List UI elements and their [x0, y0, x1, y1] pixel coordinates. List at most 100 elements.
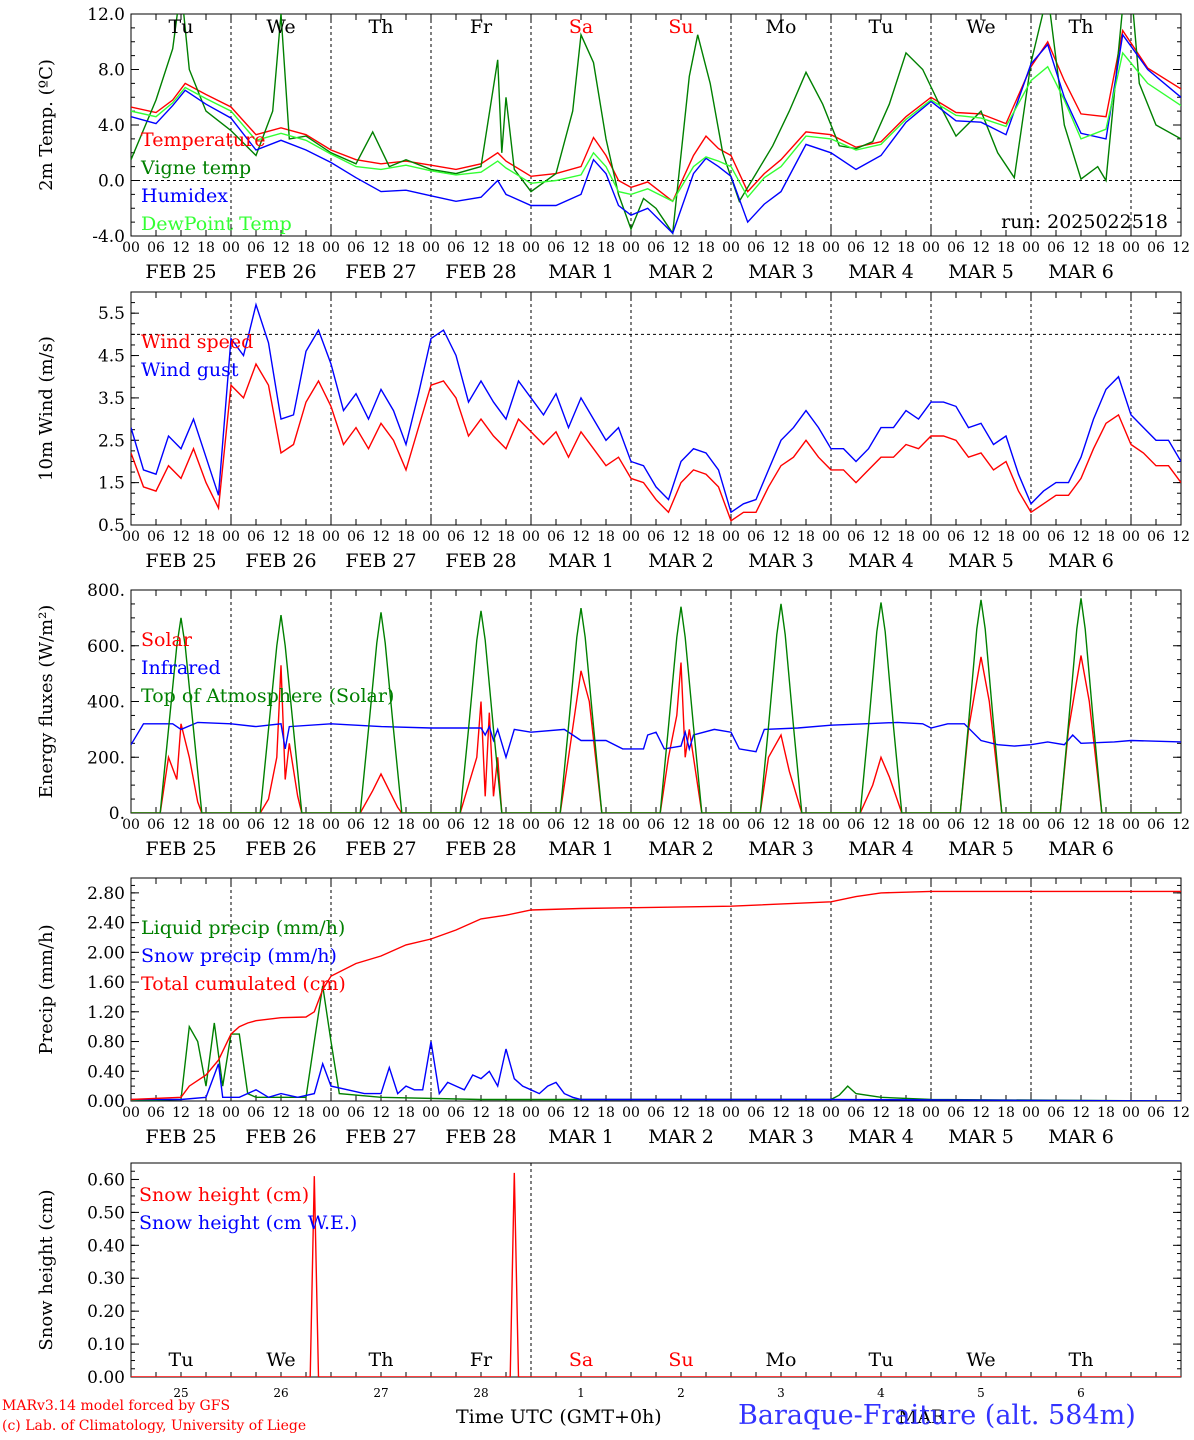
- hour-tick-label: 06: [1147, 529, 1165, 545]
- date-label: FEB 28: [445, 1126, 516, 1148]
- date-label: MAR 3: [748, 1126, 814, 1148]
- hour-tick-label: 18: [897, 529, 915, 545]
- hour-tick-label: 18: [497, 529, 515, 545]
- date-label: MAR 4: [848, 1126, 914, 1148]
- series-line-solar: [131, 655, 1181, 813]
- hour-tick-label: 00: [122, 817, 140, 833]
- date-label: FEB 26: [245, 1126, 316, 1148]
- hour-tick-label: 00: [722, 817, 740, 833]
- lab-credit: (c) Lab. of Climatology, University of L…: [2, 1418, 307, 1434]
- day-name: Tu: [169, 1349, 194, 1371]
- y-tick-label: 800.: [87, 581, 125, 601]
- hour-tick-label: 00: [522, 1105, 540, 1121]
- series-line-temperature: [131, 28, 1181, 203]
- hour-tick-label: 12: [972, 240, 990, 256]
- hour-tick-label: 06: [1147, 817, 1165, 833]
- y-tick-label: -4.0: [92, 227, 125, 247]
- hour-tick-label: 00: [122, 1105, 140, 1121]
- day-name: Tu: [869, 16, 894, 38]
- hour-tick-label: 00: [1022, 240, 1040, 256]
- hour-tick-label: 00: [722, 529, 740, 545]
- day-name: Th: [1069, 16, 1094, 38]
- hour-tick-label: 12: [672, 1105, 690, 1121]
- y-tick-label: 0.5: [98, 516, 125, 536]
- hour-tick-label: 00: [722, 1105, 740, 1121]
- y-tick-label: 2.00: [87, 943, 125, 963]
- day-name: We: [966, 1349, 995, 1371]
- day-name: We: [266, 1349, 295, 1371]
- hour-tick-label: 00: [822, 817, 840, 833]
- y-tick-label: 0.10: [87, 1335, 125, 1355]
- y-axis-label: Snow height (cm): [36, 1189, 57, 1350]
- date-label: MAR 6: [1048, 838, 1114, 860]
- hour-tick-label: 00: [222, 529, 240, 545]
- hour-tick-label: 12: [972, 529, 990, 545]
- date-label: FEB 25: [145, 261, 216, 283]
- legend-entry: Snow height (cm): [139, 1184, 309, 1206]
- y-axis-label: Energy fluxes (W/m²): [36, 605, 57, 799]
- date-label: FEB 25: [145, 838, 216, 860]
- y-axis-label: Precip (mm/h): [36, 924, 57, 1054]
- series-line-snow-height-cm-: [131, 1172, 1181, 1377]
- hour-tick-label: 18: [897, 817, 915, 833]
- hour-tick-label: 06: [1047, 1105, 1065, 1121]
- date-label: MAR 4: [848, 550, 914, 572]
- date-label: MAR 5: [948, 1126, 1014, 1148]
- hour-tick-label: 00: [1022, 817, 1040, 833]
- day-number-label: 3: [777, 1386, 785, 1400]
- hour-tick-label: 12: [372, 1105, 390, 1121]
- hour-tick-label: 00: [1122, 817, 1140, 833]
- date-label: MAR 1: [548, 1126, 614, 1148]
- hour-tick-label: 12: [1172, 817, 1190, 833]
- hour-tick-label: 06: [1147, 240, 1165, 256]
- hour-tick-label: 06: [647, 529, 665, 545]
- hour-tick-label: 00: [922, 529, 940, 545]
- hour-tick-label: 00: [922, 240, 940, 256]
- hour-tick-label: 00: [522, 240, 540, 256]
- day-number-label: 28: [473, 1386, 488, 1400]
- plot-frame: [130, 291, 1182, 526]
- date-label: FEB 27: [345, 550, 416, 572]
- legend-entry: Total cumulated (cm): [141, 973, 346, 995]
- day-name: Fr: [470, 16, 493, 38]
- series-line-dewpoint-temp: [131, 51, 1181, 203]
- hour-tick-label: 12: [372, 529, 390, 545]
- hour-tick-label: 12: [472, 240, 490, 256]
- hour-tick-label: 00: [222, 1105, 240, 1121]
- station-name: Baraque-Fraiture (alt. 584m): [738, 1400, 1136, 1431]
- hour-tick-label: 06: [947, 1105, 965, 1121]
- hour-tick-label: 00: [122, 240, 140, 256]
- hour-tick-label: 00: [222, 817, 240, 833]
- hour-tick-label: 18: [997, 817, 1015, 833]
- hour-tick-label: 12: [772, 817, 790, 833]
- hour-tick-label: 00: [922, 817, 940, 833]
- hour-tick-label: 06: [147, 1105, 165, 1121]
- hour-tick-label: 18: [1097, 529, 1115, 545]
- hour-tick-label: 06: [547, 240, 565, 256]
- hour-tick-label: 00: [822, 1105, 840, 1121]
- day-name: Mo: [766, 1349, 797, 1371]
- y-tick-label: 0.30: [87, 1269, 125, 1289]
- hour-tick-label: 06: [847, 1105, 865, 1121]
- hour-tick-label: 06: [247, 529, 265, 545]
- y-tick-label: 0.50: [87, 1203, 125, 1223]
- hour-tick-label: 12: [972, 1105, 990, 1121]
- hour-tick-label: 12: [772, 240, 790, 256]
- day-number-label: 26: [273, 1386, 288, 1400]
- hour-tick-label: 18: [697, 817, 715, 833]
- hour-tick-label: 12: [672, 817, 690, 833]
- series-line-total-cumulated-cm-: [131, 890, 1181, 1101]
- hour-tick-label: 06: [947, 529, 965, 545]
- hour-tick-label: 00: [1022, 1105, 1040, 1121]
- date-label: FEB 27: [345, 838, 416, 860]
- hour-tick-label: 18: [1097, 240, 1115, 256]
- series-line-wind-speed: [131, 362, 1181, 522]
- hour-tick-label: 06: [147, 240, 165, 256]
- hour-tick-label: 06: [647, 817, 665, 833]
- hour-tick-label: 18: [297, 817, 315, 833]
- hour-tick-label: 12: [1072, 817, 1090, 833]
- day-name: Th: [369, 16, 394, 38]
- hour-tick-label: 06: [447, 240, 465, 256]
- hour-tick-label: 06: [647, 240, 665, 256]
- hour-tick-label: 18: [797, 240, 815, 256]
